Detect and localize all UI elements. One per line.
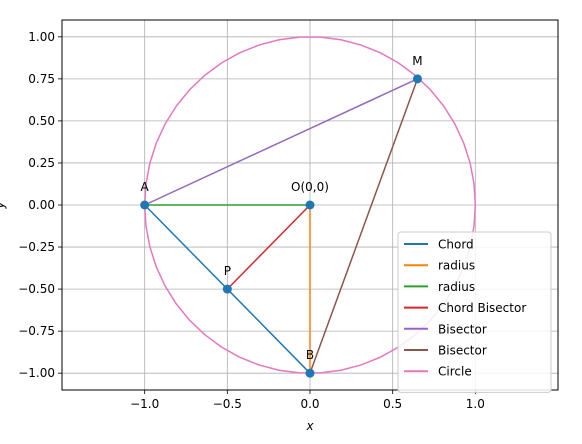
legend-box [397, 231, 552, 393]
legend: Chord radius radius Chord Bisector Bisector B… [397, 231, 552, 393]
legend-entry: Chord [438, 238, 474, 252]
x-axis-label: x [305, 419, 314, 433]
x-tick-label: 1.0 [466, 397, 485, 411]
point-marker [222, 284, 232, 294]
y-axis-ticks: 1.00 0.75 0.50 0.25 0.00 −0.25 −0.50 −0.75 −1.00 [18, 30, 62, 380]
x-tick-label: −1.0 [130, 397, 159, 411]
y-tick-label: −0.75 [18, 324, 55, 338]
legend-entry: Bisector [438, 322, 487, 336]
point-marker [305, 200, 315, 210]
legend-entry: Chord Bisector [438, 301, 526, 315]
y-tick-label: −0.25 [18, 240, 55, 254]
x-tick-label: −0.5 [213, 397, 242, 411]
x-tick-label: 0.5 [383, 397, 402, 411]
y-tick-label: 0.75 [28, 72, 55, 86]
point-label: A [141, 180, 150, 194]
y-tick-label: −1.00 [18, 366, 55, 380]
legend-entry: radius [438, 280, 475, 294]
x-tick-label: 0.0 [300, 397, 319, 411]
point-marker [305, 368, 315, 378]
point-label: B [306, 348, 314, 362]
series-line [226, 204, 311, 290]
y-tick-label: 1.00 [28, 30, 55, 44]
point-marker [140, 200, 150, 210]
points-layer: A O(0,0) P B M [140, 54, 423, 378]
legend-entry: radius [438, 259, 475, 273]
point-label: P [224, 264, 231, 278]
y-tick-label: 0.25 [28, 156, 55, 170]
point-label: M [412, 54, 422, 68]
series-line [144, 78, 418, 206]
y-tick-label: 0.50 [28, 114, 55, 128]
legend-entry: Bisector [438, 344, 487, 358]
y-tick-label: 0.00 [28, 198, 55, 212]
x-axis-ticks: −1.0 −0.5 0.0 0.5 1.0 [130, 390, 485, 411]
legend-entry: Circle [438, 365, 472, 379]
y-axis-label: y [0, 201, 7, 210]
series-line [309, 78, 419, 374]
point-label: O(0,0) [291, 180, 329, 194]
point-marker [412, 74, 422, 84]
y-tick-label: −0.50 [18, 282, 55, 296]
